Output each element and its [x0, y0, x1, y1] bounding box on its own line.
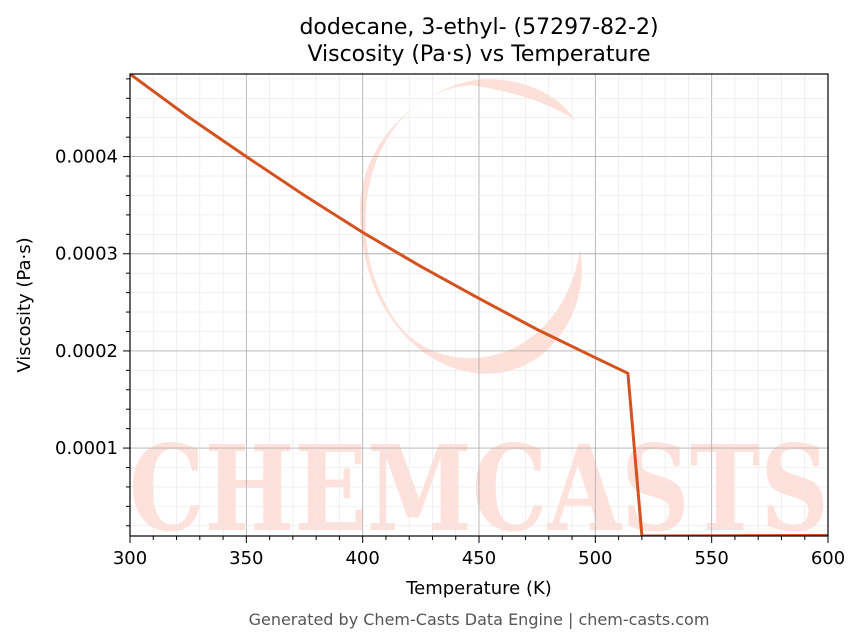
y-tick-label: 0.0003 [55, 244, 118, 265]
watermark-swirl [360, 79, 582, 374]
chart-title-line1: dodecane, 3-ethyl- (57297-82-2) [299, 15, 658, 40]
x-axis-ticks: 300 350 400 450 500 550 600 [113, 536, 845, 569]
series-line [130, 74, 828, 536]
x-tick-label: 550 [694, 548, 728, 569]
x-tick-label: 400 [345, 548, 379, 569]
x-tick-label: 300 [113, 548, 147, 569]
footer-credit: Generated by Chem-Casts Data Engine | ch… [249, 610, 710, 629]
x-tick-label: 450 [462, 548, 496, 569]
x-tick-label: 500 [578, 548, 612, 569]
grid [129, 74, 829, 536]
x-tick-label: 350 [229, 548, 263, 569]
y-tick-label: 0.0001 [55, 438, 118, 459]
chart-title-line2: Viscosity (Pa·s) vs Temperature [307, 42, 650, 67]
y-tick-label: 0.0002 [55, 341, 118, 362]
x-tick-label: 600 [811, 548, 845, 569]
y-tick-label: 0.0004 [55, 147, 118, 168]
x-axis-label: Temperature (K) [405, 578, 552, 599]
y-axis-label: Viscosity (Pa·s) [14, 237, 35, 372]
y-axis-ticks: 0.0001 0.0002 0.0003 0.0004 [55, 78, 130, 527]
